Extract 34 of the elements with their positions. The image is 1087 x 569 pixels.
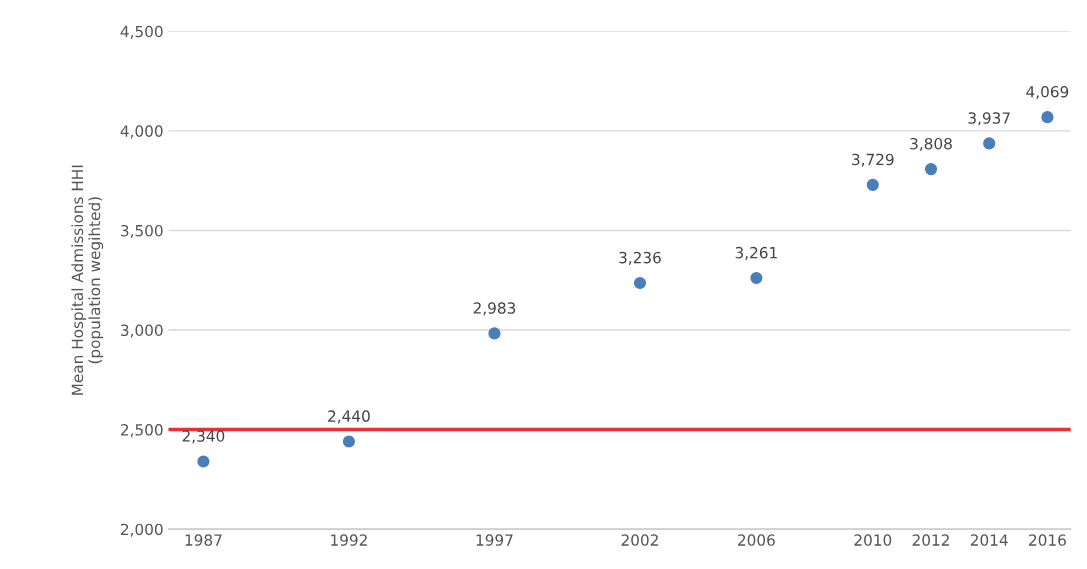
x-tick-label: 2012 bbox=[912, 534, 949, 546]
x-tick-label: 2016 bbox=[1029, 534, 1066, 546]
data-label: 2,983 bbox=[473, 302, 516, 316]
point bbox=[750, 271, 763, 285]
point bbox=[197, 455, 210, 468]
point bbox=[866, 178, 879, 191]
y-axis-title: Mean Hospital Admissions HHI (population wegihted) bbox=[71, 165, 104, 395]
y-tick-label: 3,500 bbox=[121, 224, 163, 239]
point bbox=[488, 327, 501, 340]
data-label: 3,261 bbox=[735, 246, 777, 260]
data-label: 2,340 bbox=[182, 430, 225, 444]
x-tick-label: 1987 bbox=[185, 534, 222, 546]
x-tick-label: 2010 bbox=[854, 534, 892, 546]
x-tick-label: 2002 bbox=[621, 534, 658, 546]
point bbox=[924, 163, 938, 176]
data-label: 4,069 bbox=[1026, 85, 1069, 100]
point bbox=[1041, 111, 1054, 124]
x-tick-label: 2006 bbox=[738, 534, 775, 546]
point bbox=[342, 435, 356, 448]
point bbox=[633, 276, 647, 290]
y-tick-label: 2,500 bbox=[121, 424, 163, 438]
x-tick-label: 1992 bbox=[331, 534, 367, 546]
data-label: 3,808 bbox=[910, 137, 952, 152]
x-tick-label: 2014 bbox=[970, 534, 1008, 546]
data-label: 3,937 bbox=[968, 112, 1010, 126]
x-tick-label: 1997 bbox=[476, 534, 513, 546]
point bbox=[983, 137, 996, 150]
data-label: 2,440 bbox=[328, 410, 370, 424]
data-label: 3,729 bbox=[852, 153, 894, 167]
y-tick-label: 2,000 bbox=[121, 523, 163, 537]
data-label: 3,236 bbox=[619, 251, 661, 265]
y-tick-label: 4,000 bbox=[120, 125, 163, 139]
y-tick-label: 3,000 bbox=[121, 324, 163, 338]
y-tick-label: 4,500 bbox=[120, 25, 163, 39]
